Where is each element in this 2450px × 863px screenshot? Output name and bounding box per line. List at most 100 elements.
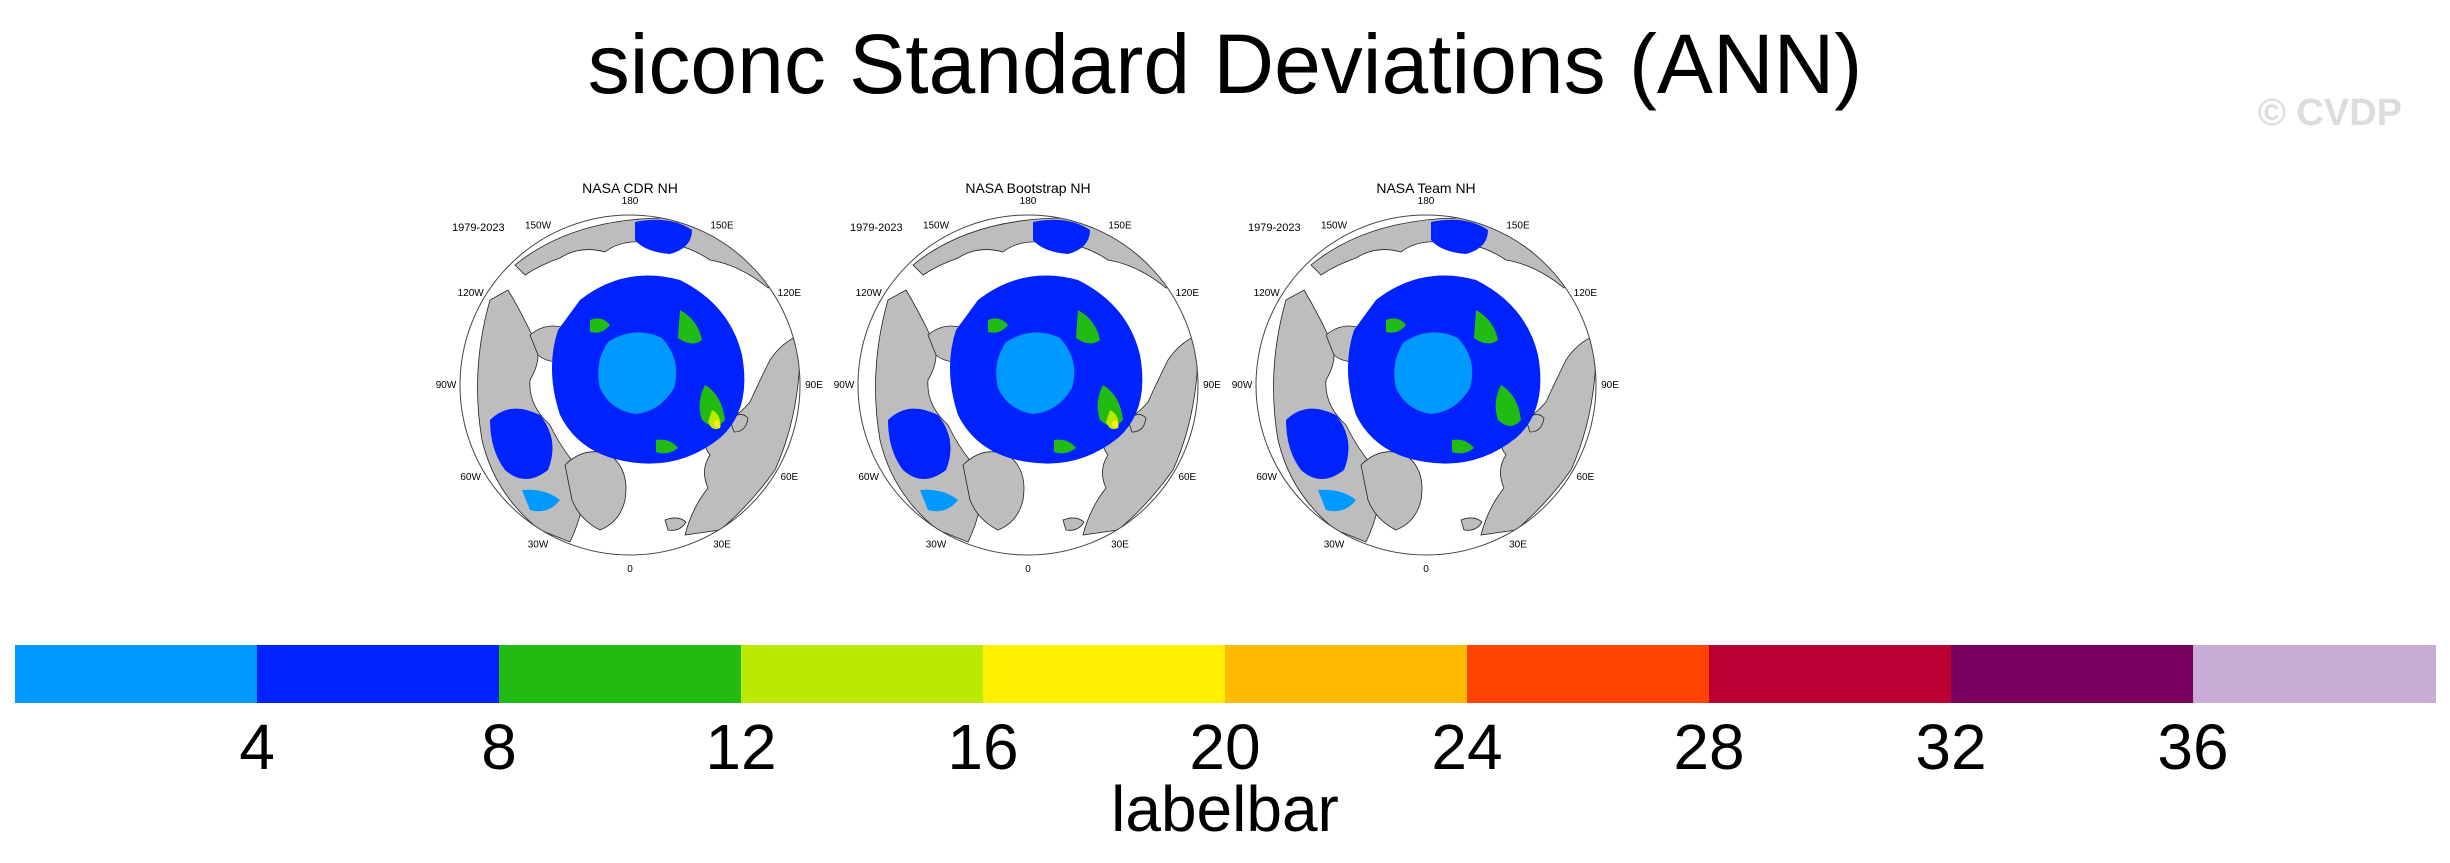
ice-std-patch xyxy=(1097,385,1123,426)
longitude-label: 60W xyxy=(460,472,481,483)
labelbar-tick: 28 xyxy=(1673,711,1745,783)
panel-title: NASA Team NH xyxy=(1376,180,1476,196)
longitude-label: 60W xyxy=(1256,472,1277,483)
ice-std-patch xyxy=(490,408,553,479)
longitude-label: 150E xyxy=(1108,221,1132,232)
longitude-label: 30W xyxy=(1324,539,1345,550)
longitude-label: 150W xyxy=(525,221,552,232)
period-label: 1979-2023 xyxy=(1248,222,1301,234)
labelbar-title: labelbar xyxy=(1111,773,1339,845)
panel-title: NASA Bootstrap NH xyxy=(965,180,1091,196)
longitude-label: 60E xyxy=(1576,472,1594,483)
labelbar-tick: 12 xyxy=(705,711,777,783)
labelbar-tick: 8 xyxy=(481,711,517,783)
ice-std-patch xyxy=(988,318,1008,333)
ice-std-patch xyxy=(714,420,721,428)
ice-std-patch xyxy=(1474,310,1498,344)
longitude-label: 150E xyxy=(1506,221,1530,232)
longitude-label: 180 xyxy=(1020,196,1037,207)
labelbar-swatch xyxy=(257,645,500,703)
ice-std-patch xyxy=(996,332,1075,414)
longitude-label: 120E xyxy=(778,288,802,299)
longitude-label: 180 xyxy=(1418,196,1435,207)
longitude-label: 60W xyxy=(858,472,879,483)
longitude-label: 90E xyxy=(1601,380,1619,391)
longitude-label: 30W xyxy=(926,539,947,550)
longitude-label: 120E xyxy=(1176,288,1200,299)
longitude-label: 0 xyxy=(1423,564,1429,575)
polar-map: 180 150E 120E 90E 60E 30E 0 30W 60W 90W 120W 150W xyxy=(1232,196,1620,575)
labelbar-tick: 24 xyxy=(1431,711,1503,783)
ice-std-patch xyxy=(699,385,725,426)
ice-std-patch xyxy=(1495,385,1521,426)
longitude-label: 90W xyxy=(436,380,457,391)
period-label: 1979-2023 xyxy=(452,222,505,234)
map-boundary xyxy=(459,214,801,556)
longitude-label: 90E xyxy=(1203,380,1221,391)
land-area xyxy=(1062,517,1085,531)
main-title: siconc Standard Deviations (ANN) xyxy=(587,17,1863,111)
labelbar-swatch xyxy=(1467,645,1710,703)
longitude-label: 150E xyxy=(710,221,734,232)
longitude-label: 150W xyxy=(923,221,950,232)
ice-std-patch xyxy=(920,489,958,512)
ice-std-patch xyxy=(635,219,692,254)
labelbar-swatch xyxy=(1225,645,1468,703)
labelbar-tick: 4 xyxy=(239,711,275,783)
longitude-label: 150W xyxy=(1321,221,1348,232)
longitude-label: 120W xyxy=(856,288,883,299)
panel-title: NASA CDR NH xyxy=(582,180,678,196)
longitude-label: 120E xyxy=(1574,288,1598,299)
longitude-label: 90W xyxy=(834,380,855,391)
ice-std-patch xyxy=(888,408,951,479)
land-area xyxy=(664,517,687,531)
land-area xyxy=(1082,334,1198,536)
ice-std-patch xyxy=(1033,219,1090,254)
ice-std-patch xyxy=(1394,332,1473,414)
labelbar-swatch xyxy=(499,645,742,703)
ice-std-patch xyxy=(1452,439,1474,454)
ice-std-patch xyxy=(1076,310,1100,344)
labelbar-swatch xyxy=(1709,645,1952,703)
ice-std-patch xyxy=(678,310,702,344)
ice-std-patch xyxy=(1112,420,1119,428)
longitude-label: 30W xyxy=(528,539,549,550)
longitude-label: 30E xyxy=(1509,539,1527,550)
ice-std-patch xyxy=(590,318,610,333)
labelbar-swatch xyxy=(1951,645,2194,703)
map-panel-team: 180 150E 120E 90E 60E 30E 0 30W 60W 90W 120W 150W N… xyxy=(1226,170,1626,580)
ice-std-patch xyxy=(598,332,677,414)
watermark: © CVDP xyxy=(2257,92,2402,134)
longitude-label: 0 xyxy=(1025,564,1031,575)
labelbar-swatch xyxy=(2193,645,2436,703)
ice-std-patch xyxy=(522,489,560,512)
map-panel-cdr: 180 150E 120E 90E 60E 30E 0 30W 60W 90W 120W 150W N… xyxy=(430,170,830,580)
period-label: 1979-2023 xyxy=(850,222,903,234)
labelbar-tick: 20 xyxy=(1189,711,1261,783)
labelbar-swatch xyxy=(983,645,1226,703)
longitude-label: 0 xyxy=(627,564,633,575)
labelbar-swatch xyxy=(741,645,984,703)
polar-map: 180 150E 120E 90E 60E 30E 0 30W 60W 90W 120W 150W xyxy=(834,196,1222,575)
longitude-label: 90E xyxy=(805,380,823,391)
labelbar-tick: 16 xyxy=(947,711,1019,783)
ice-std-patch xyxy=(1431,219,1488,254)
polar-map: 180 150E 120E 90E 60E 30E 0 30W 60W 90W 120W 150W xyxy=(436,196,824,575)
labelbar-tick: 36 xyxy=(2157,711,2229,783)
longitude-label: 30E xyxy=(713,539,731,550)
longitude-label: 90W xyxy=(1232,380,1253,391)
land-area xyxy=(684,334,800,536)
ice-std-patch xyxy=(1318,489,1356,512)
labelbar xyxy=(15,645,2436,703)
ice-std-patch xyxy=(1386,318,1406,333)
ice-std-patch xyxy=(656,439,678,454)
longitude-label: 120W xyxy=(1254,288,1281,299)
longitude-label: 60E xyxy=(1178,472,1196,483)
land-area xyxy=(1480,334,1596,536)
longitude-label: 180 xyxy=(622,196,639,207)
longitude-label: 60E xyxy=(780,472,798,483)
map-boundary xyxy=(857,214,1199,556)
longitude-label: 30E xyxy=(1111,539,1129,550)
ice-std-patch xyxy=(1054,439,1076,454)
land-area xyxy=(1460,517,1483,531)
